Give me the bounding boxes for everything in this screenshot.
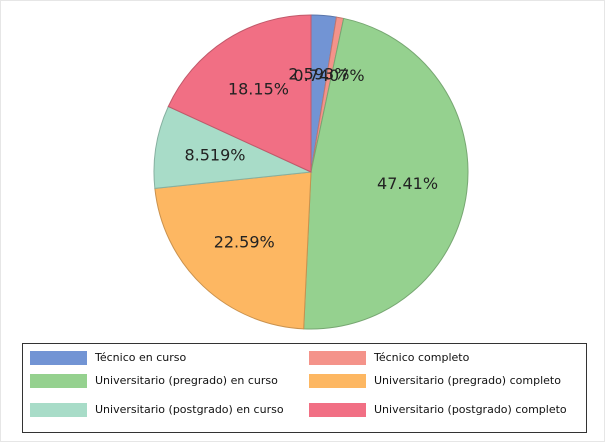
slice-label: 18.15% bbox=[228, 80, 289, 99]
legend-label: Técnico en curso bbox=[94, 351, 186, 364]
legend-box bbox=[22, 343, 587, 433]
legend-swatch bbox=[30, 374, 87, 388]
legend-swatch bbox=[309, 403, 366, 417]
legend-label: Universitario (pregrado) completo bbox=[374, 374, 561, 387]
pie-slice bbox=[153, 105, 313, 189]
legend-label: Técnico completo bbox=[373, 351, 470, 364]
legend-swatch bbox=[30, 351, 87, 365]
legend-label: Universitario (postgrado) en curso bbox=[95, 403, 284, 416]
legend-label: Universitario (postgrado) completo bbox=[374, 403, 567, 416]
slice-label: 2.593% bbox=[288, 64, 349, 83]
legend-swatch bbox=[30, 403, 87, 417]
pie-slice bbox=[303, 17, 469, 330]
slice-label: 47.41% bbox=[377, 174, 438, 193]
pie-slice bbox=[154, 171, 312, 330]
pie-slice bbox=[167, 14, 312, 173]
slice-label: 0.7407% bbox=[293, 66, 364, 85]
legend-swatch bbox=[309, 374, 366, 388]
slice-label: 22.59% bbox=[214, 232, 275, 251]
legend-swatch bbox=[309, 351, 366, 365]
legend-label: Universitario (pregrado) en curso bbox=[95, 374, 278, 387]
slice-label: 8.519% bbox=[184, 146, 245, 165]
